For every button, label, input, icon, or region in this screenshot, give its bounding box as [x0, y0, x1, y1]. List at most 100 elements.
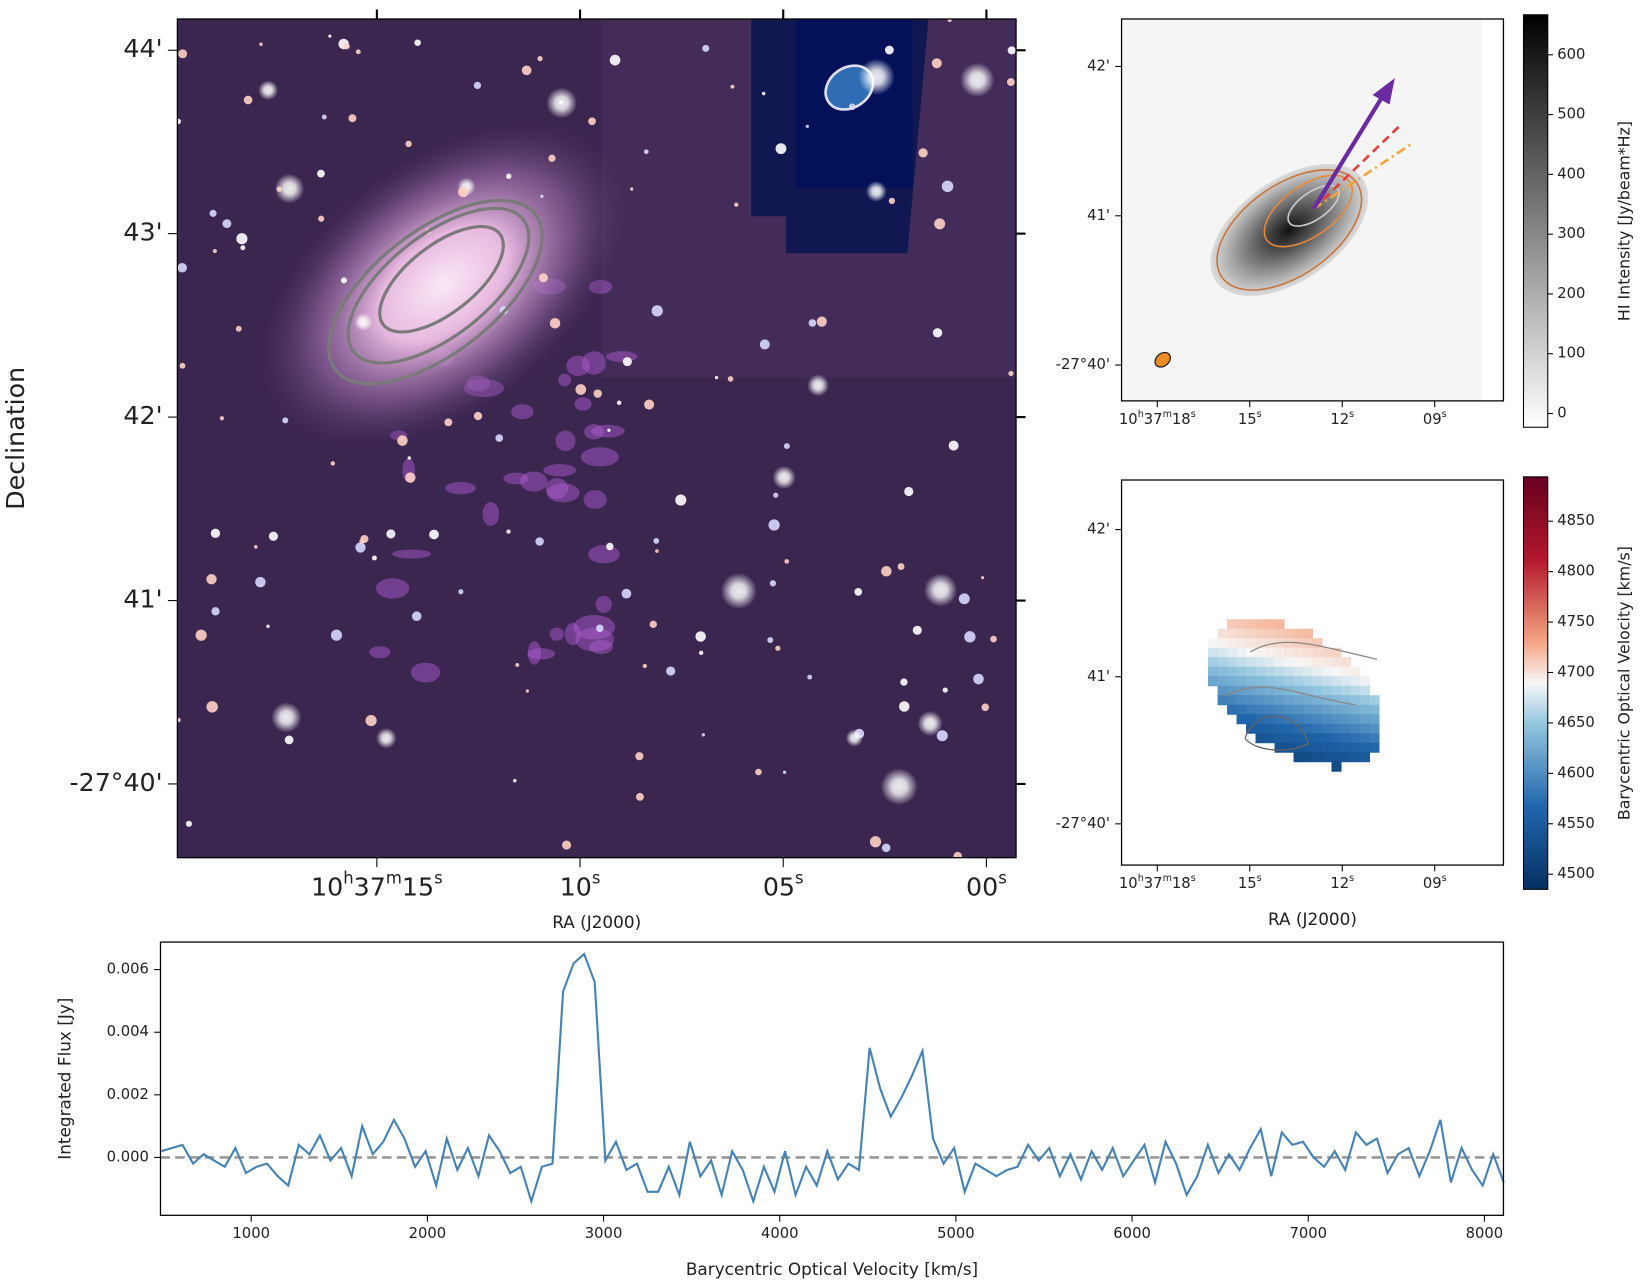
velocity-cell — [1265, 714, 1276, 725]
star — [222, 219, 232, 229]
digits: 37 — [354, 873, 386, 902]
velocity-cell — [1303, 723, 1314, 734]
tidal-feature — [546, 483, 580, 503]
velocity-cell — [1293, 676, 1304, 687]
star — [255, 576, 266, 588]
velocity-cell — [1293, 695, 1304, 706]
colorbar-tick-label: 4700 — [1557, 663, 1595, 680]
velocity-cell — [1255, 657, 1266, 668]
velocity-cell — [1236, 695, 1247, 706]
colorbar-tick-label: 0 — [1557, 405, 1566, 422]
velocity-cell — [1236, 638, 1247, 649]
digits: 18 — [1172, 875, 1191, 892]
star — [653, 538, 660, 544]
velocity-cell — [1246, 666, 1257, 677]
velocity-cell — [1293, 647, 1304, 658]
velocity-cell — [1227, 676, 1238, 687]
beam — [1154, 351, 1171, 368]
velocity-cell — [1265, 704, 1276, 715]
star — [807, 374, 829, 397]
unit-sup: s — [795, 868, 804, 887]
star — [317, 169, 325, 178]
tidal-feature — [580, 447, 619, 467]
velocity-cell — [1265, 628, 1276, 639]
star — [546, 87, 578, 119]
star — [271, 702, 302, 733]
velocity-cell — [1208, 676, 1219, 687]
x-tick-label: 5000 — [937, 1225, 975, 1242]
velocity-cell — [1303, 704, 1314, 715]
y-tick-label: 42' — [1087, 521, 1110, 538]
velocity-cell — [1255, 619, 1266, 630]
velocity-cell — [1350, 676, 1361, 687]
star — [444, 418, 453, 427]
star — [675, 494, 687, 506]
velocity-cell — [1340, 666, 1352, 677]
velocity-cell — [1293, 714, 1304, 725]
velocity-cell — [1312, 714, 1323, 725]
digits: 10 — [311, 873, 343, 902]
star — [354, 312, 373, 332]
velocity-cell — [1246, 657, 1257, 668]
hi-contour — [378, 225, 505, 334]
star — [848, 103, 856, 111]
star — [515, 662, 520, 667]
velocity-cell — [1321, 657, 1333, 668]
star — [236, 233, 248, 245]
star — [206, 574, 217, 585]
colorbar-label: HI Intensity [Jy/beam*Hz] — [1614, 121, 1633, 321]
velocity-cell — [1359, 752, 1370, 763]
velocity-cell — [1284, 704, 1295, 715]
star — [666, 666, 676, 676]
star — [783, 443, 790, 450]
star — [575, 384, 587, 395]
velocity-cell — [1265, 666, 1276, 677]
velocity-cell — [1340, 685, 1352, 696]
axes-frame — [159, 941, 1505, 1216]
velocity-cell — [1255, 685, 1266, 696]
star — [899, 701, 910, 712]
velocity-cell — [1350, 752, 1361, 763]
velocity-cell — [1303, 714, 1314, 725]
velocity-cell — [1340, 695, 1352, 706]
colorbar-tick-label: 4500 — [1557, 865, 1595, 882]
velocity-cell — [1255, 638, 1266, 649]
velocity-cell — [1265, 733, 1276, 744]
velocity-cell — [1350, 714, 1361, 725]
star — [805, 124, 809, 129]
hi-contour — [327, 198, 544, 386]
star — [775, 645, 781, 651]
tidal-feature — [575, 627, 614, 652]
star — [1007, 46, 1016, 55]
velocity-cell — [1274, 666, 1285, 677]
star — [407, 456, 412, 460]
star — [947, 18, 952, 23]
digits: 10 — [1119, 411, 1138, 428]
star — [212, 248, 217, 254]
velocity-cell — [1359, 704, 1370, 715]
velocity-cell — [1369, 714, 1380, 725]
star — [376, 727, 397, 749]
star — [932, 328, 943, 338]
star — [537, 56, 543, 62]
x-tick-label: 10h37m18s — [1119, 409, 1196, 428]
velocity-cell — [1369, 742, 1380, 753]
velocity-cell — [1236, 657, 1247, 668]
velocity-cell — [1359, 695, 1370, 706]
star — [513, 778, 517, 783]
y-tick-label: -27°40' — [1056, 356, 1110, 373]
velocity-cell — [1331, 761, 1342, 772]
unit-sup: s — [1442, 409, 1447, 420]
star — [178, 49, 188, 59]
velocity-cell — [1303, 628, 1314, 639]
x-tick-label: 1000 — [232, 1225, 270, 1242]
velocity-cell — [1274, 685, 1285, 696]
tidal-feature — [520, 471, 548, 492]
digits: 10 — [1119, 875, 1138, 892]
colorbar-tick-label: 500 — [1557, 106, 1585, 123]
velocity-cell — [1369, 733, 1380, 744]
star — [258, 80, 279, 101]
axes-frame — [1120, 479, 1505, 866]
y-tick-label: 44' — [123, 34, 162, 63]
star — [759, 339, 770, 350]
